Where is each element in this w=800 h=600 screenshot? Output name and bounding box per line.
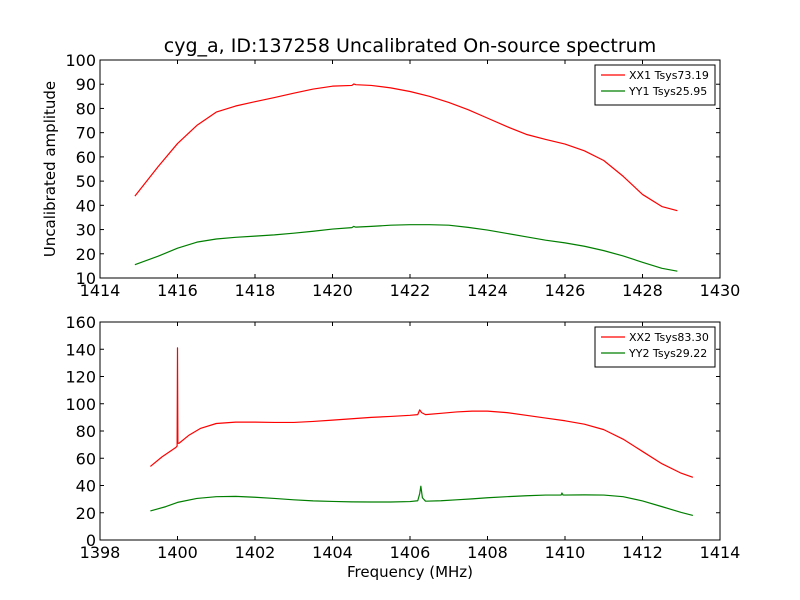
chart-title: cyg_a, ID:137258 Uncalibrated On-source … [164, 35, 656, 57]
chart1-y-tick-label: 90 [76, 75, 96, 94]
chart1-legend: XX1 Tsys73.19 YY1 Tsys25.95 [594, 64, 716, 106]
chart1-y-tick-label: 30 [76, 221, 96, 240]
chart1-x-tick-label: 1418 [235, 281, 276, 300]
chart2-x-tick-label: 1404 [312, 543, 353, 562]
chart2-y-tick-label: 60 [76, 449, 96, 468]
chart2-y-tick-label: 120 [65, 368, 96, 387]
chart1-y-tick-label: 10 [76, 269, 96, 288]
chart1-legend-box [594, 64, 716, 106]
plot-bottom: 1398 1400 1402 1404 1406 1408 1410 1412 1414 0 20 4… [65, 313, 740, 562]
chart2-y-tick-label: 140 [65, 340, 96, 359]
chart2-legend-label-1: XX2 Tsys83.30 [629, 331, 709, 344]
chart2-x-tick-label: 1402 [235, 543, 276, 562]
chart1-legend-label-1: XX1 Tsys73.19 [629, 69, 709, 82]
chart1-y-tick-label: 40 [76, 196, 96, 215]
chart2-y-tick-label: 160 [65, 313, 96, 332]
chart1-y-tick-label: 50 [76, 172, 96, 191]
chart1-legend-label-2: YY1 Tsys25.95 [628, 85, 707, 98]
y-axis-label: Uncalibrated amplitude [41, 81, 59, 257]
chart2-legend-box [594, 326, 716, 368]
chart2-x-tick-label: 1412 [622, 543, 663, 562]
chart1-x-tick-label: 1426 [545, 281, 586, 300]
chart1-x-tick-label: 1414 [80, 281, 121, 300]
plot-top: 1414 1416 1418 1420 1422 1424 1426 1428 1430 10 20… [65, 51, 740, 300]
chart2-y-tick-label: 0 [86, 531, 96, 550]
chart2-y-tick-label: 80 [76, 422, 96, 441]
chart1-x-tick-label: 1420 [312, 281, 353, 300]
chart1-series-1-line [134, 83, 678, 212]
chart1-y-tick-label: 60 [76, 148, 96, 167]
chart2-y-tick-label: 20 [76, 504, 96, 523]
chart2-x-tick-label: 1410 [545, 543, 586, 562]
chart2-y-tick-label: 40 [76, 477, 96, 496]
chart1-x-tick-label: 1430 [700, 281, 741, 300]
chart1-y-tick-label: 20 [76, 245, 96, 264]
chart2-y-tick-label: 100 [65, 395, 96, 414]
chart2-x-tick-label: 1414 [700, 543, 741, 562]
chart2-series-1-line [149, 347, 694, 478]
chart1-x-tick-label: 1424 [467, 281, 508, 300]
chart2-x-tick-label: 1408 [467, 543, 508, 562]
chart1-y-tick-label: 70 [76, 124, 96, 143]
chart2-x-tick-label: 1406 [390, 543, 431, 562]
chart2-legend: XX2 Tsys83.30 YY2 Tsys29.22 [594, 326, 716, 368]
chart2-x-tick-label: 1400 [157, 543, 198, 562]
chart2-x-tick-label: 1398 [80, 543, 121, 562]
chart1-x-tick-label: 1422 [390, 281, 431, 300]
chart1-y-tick-label: 100 [65, 51, 96, 70]
x-axis-label: Frequency (MHz) [347, 563, 473, 581]
chart1-x-tick-label: 1416 [157, 281, 198, 300]
chart2-series-2-line [150, 485, 694, 517]
chart2-legend-label-2: YY2 Tsys29.22 [628, 347, 707, 360]
chart1-series-2-line [134, 224, 678, 272]
chart1-y-tick-label: 80 [76, 99, 96, 118]
chart1-x-tick-label: 1428 [622, 281, 663, 300]
